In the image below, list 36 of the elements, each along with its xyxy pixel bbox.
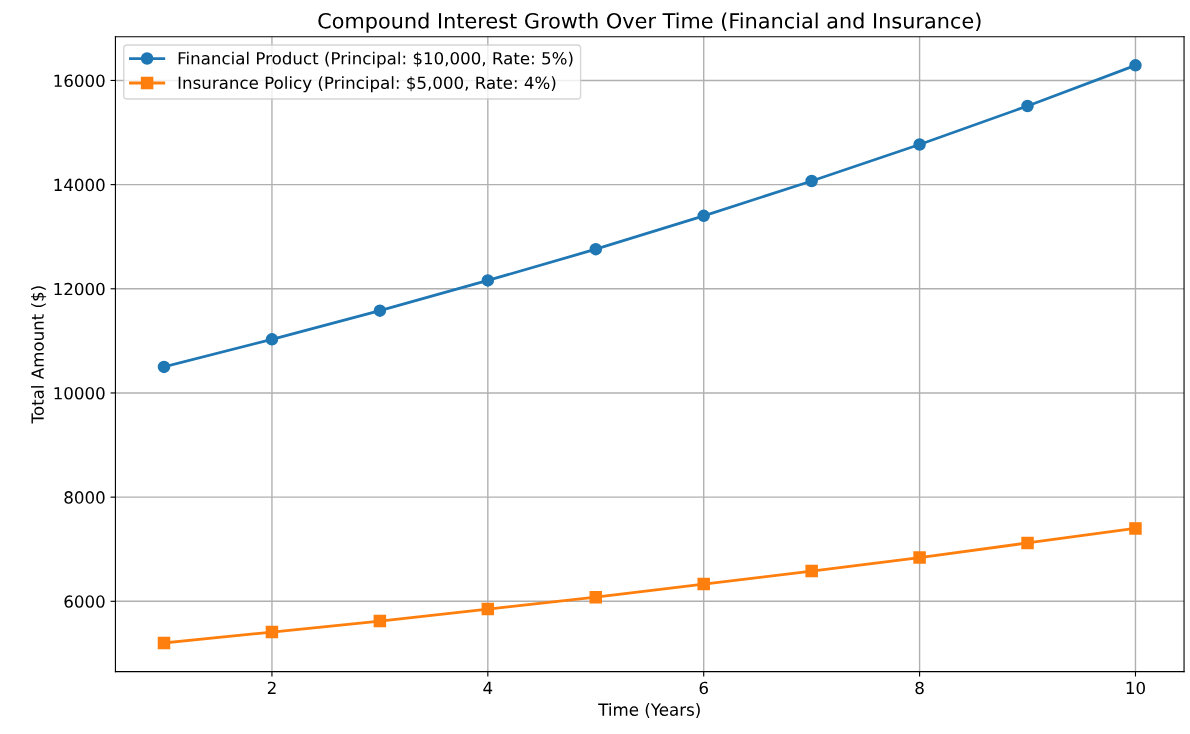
point <box>805 564 818 578</box>
point <box>265 333 279 346</box>
legend-label: Financial Product (Principal: $10,000, Rate: 5%) <box>178 51 573 68</box>
y-tick-label: 12000 <box>54 282 105 296</box>
y-tick-label: 14000 <box>54 178 105 192</box>
point <box>589 590 603 604</box>
point <box>913 138 926 151</box>
y-tick-label: 10000 <box>54 386 105 400</box>
point <box>1021 99 1034 113</box>
point <box>373 304 387 317</box>
y-tick-label: 6000 <box>64 595 105 608</box>
point <box>697 577 710 591</box>
x-tick-label: 8 <box>915 681 924 695</box>
point <box>589 242 603 256</box>
point <box>697 209 710 223</box>
point <box>481 602 495 616</box>
point <box>265 625 279 639</box>
point <box>157 360 171 374</box>
point <box>373 614 387 628</box>
y-axis-title: Total Amount ($) <box>31 286 47 424</box>
x-tick-label: 10 <box>1126 681 1145 695</box>
point <box>481 274 495 287</box>
x-axis-title: Time (Years) <box>598 703 700 718</box>
point <box>913 551 926 564</box>
point <box>1129 522 1142 535</box>
y-tick-label: 16000 <box>54 74 105 88</box>
point <box>1021 536 1034 550</box>
y-tick-label: 8000 <box>64 491 105 504</box>
point <box>805 174 818 188</box>
point <box>1129 59 1142 72</box>
x-tick-label: 6 <box>699 681 708 695</box>
x-tick-label: 2 <box>267 681 276 694</box>
chart-title: Compound Interest Growth Over Time (Financial and Insurance) <box>318 12 981 33</box>
legend-label: Insurance Policy (Principal: $5,000, Rate: 4%) <box>178 76 556 93</box>
point <box>157 636 171 650</box>
x-tick-label: 4 <box>483 681 493 694</box>
